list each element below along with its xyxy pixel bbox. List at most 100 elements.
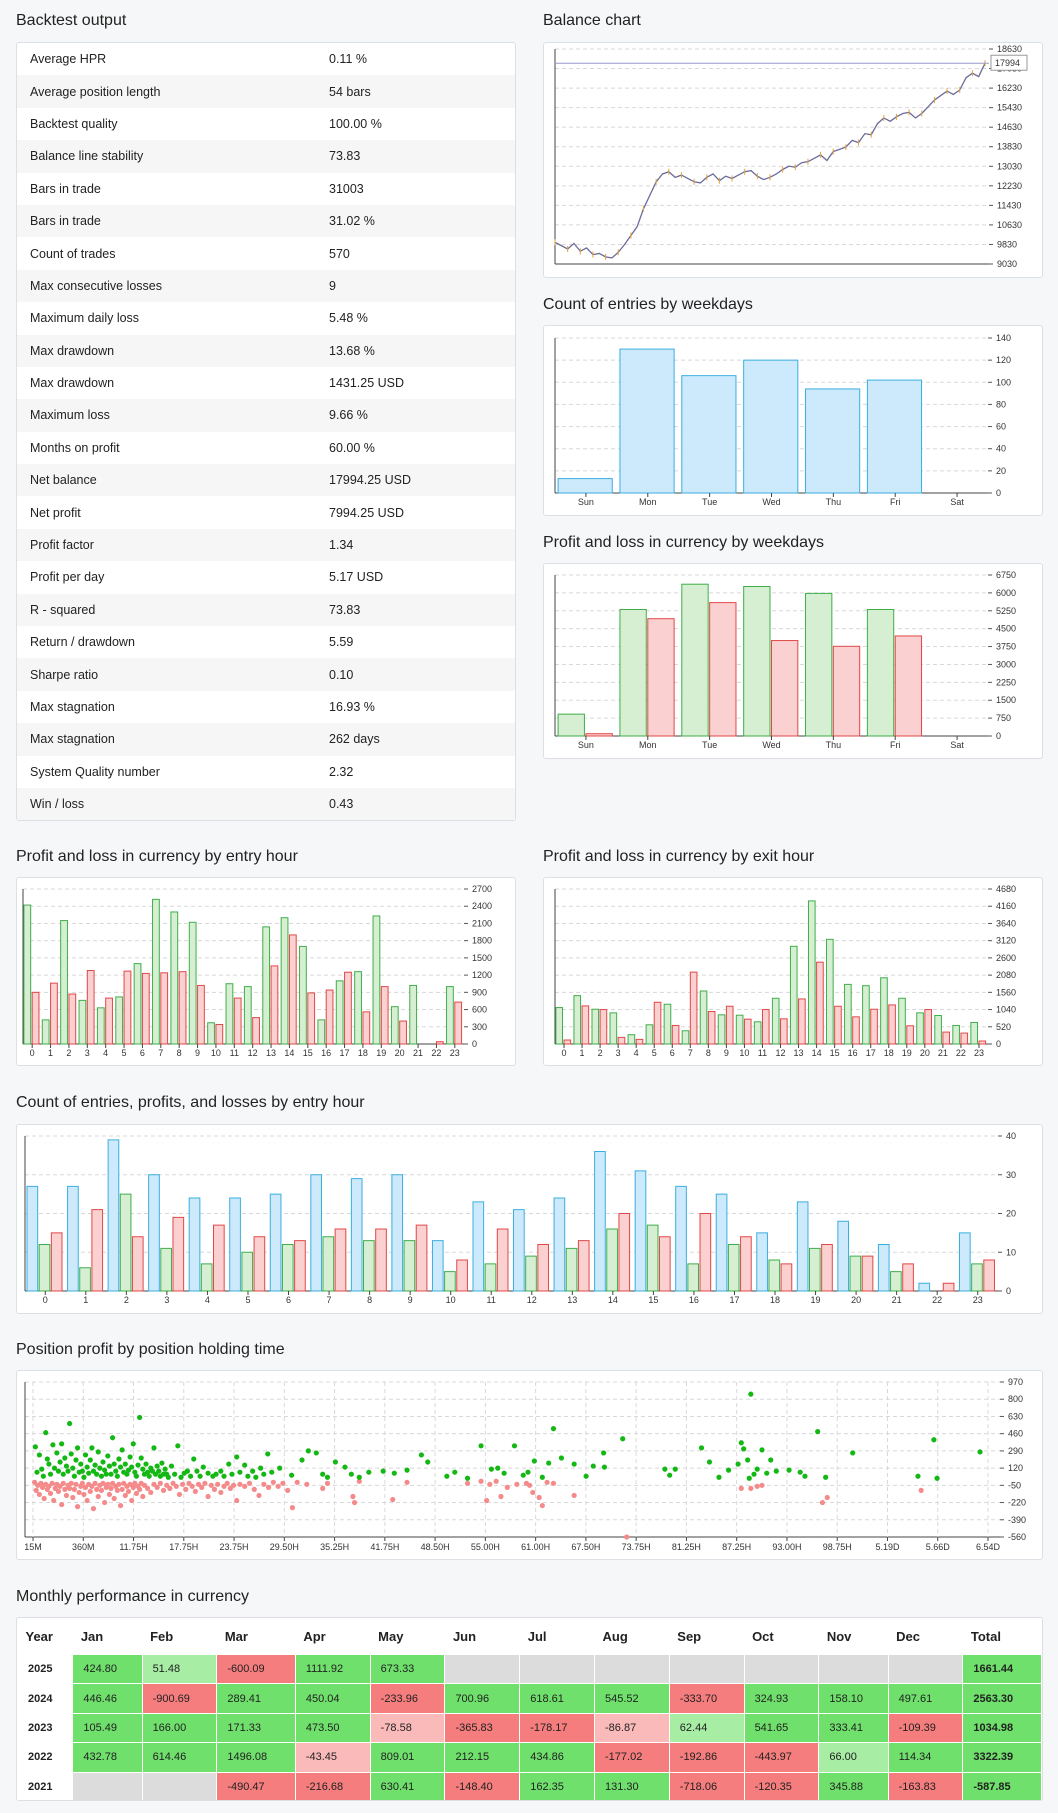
count_entry_hour-x-tick-label: 0 <box>43 1295 48 1305</box>
pl_entry_hour-bar <box>215 1023 224 1045</box>
pl_exit_hour-x-tick-label: 21 <box>938 1048 948 1058</box>
pl_exit_hour-bar <box>888 1004 896 1045</box>
monthly-row: 2025 424.80 51.48 -600.09 1111.92 673.33 1661.… <box>17 1653 1042 1685</box>
stat-label: Bars in trade <box>17 204 316 238</box>
pl_entry_hour-x-tick-label: 8 <box>177 1048 182 1058</box>
count_entry_hour-bar <box>472 1201 485 1292</box>
holding-loss-point <box>294 1479 300 1485</box>
holding-profit-point <box>425 1459 431 1465</box>
stat-row: Max stagnation 262 days <box>17 723 515 756</box>
balance-last-value-box <box>990 54 1028 71</box>
count_entry_hour-bar <box>50 1232 63 1292</box>
count-weekdays-panel: 140 120 100 80 60 40 20 0 Sun Mon Tue Wed Thu Fri Sat <box>543 325 1043 516</box>
stat-row: Months on profit 60.00 % <box>17 432 515 464</box>
holding-y-tick-label: 290 <box>1008 1446 1023 1456</box>
stat-label: Average HPR <box>30 52 107 67</box>
balance-y-tick-label: 9830 <box>997 239 1017 249</box>
stat-value: 31003 <box>329 181 364 196</box>
count_weekdays-y-tick-label: 120 <box>996 355 1011 365</box>
stat-value: 13.68 % <box>316 334 515 367</box>
holding-profit-point <box>116 1456 122 1462</box>
monthly-value-cell: 333.41 <box>818 1712 889 1744</box>
count_weekdays-x-tick-label: Sun <box>578 497 594 507</box>
pl_entry_hour-x-tick-label: 19 <box>376 1048 386 1058</box>
monthly-value-cell: -163.83 <box>887 1771 964 1800</box>
holding-profit-point <box>601 1464 608 1470</box>
stat-label: Max consecutive losses <box>17 269 316 303</box>
holding-profit-point <box>662 1466 668 1472</box>
stat-value: 570 <box>329 246 350 261</box>
stat-label: Profit per day <box>30 570 105 585</box>
holding-x-tick-label: 93.00H <box>772 1542 801 1552</box>
pl_exit_hour-bar <box>663 1003 672 1045</box>
holding-y-tick-label: -50 <box>1008 1480 1021 1490</box>
holding-loss-point <box>487 1481 493 1487</box>
stat-row: Return / drawdown 5.59 <box>17 626 515 658</box>
pl_exit_hour-bar <box>934 1015 942 1045</box>
holding-loss-point <box>498 1493 504 1500</box>
pl_exit_hour-bar <box>771 997 780 1045</box>
pl_entry_hour-x-tick-label: 22 <box>431 1048 441 1058</box>
count_entry_hour-bar <box>294 1240 306 1292</box>
pl_entry_hour-bar <box>344 971 352 1045</box>
holding-loss-point <box>49 1480 55 1486</box>
count_entry_hour-bar <box>606 1228 618 1292</box>
monthly-value-cell: 212.15 <box>444 1742 521 1773</box>
holding-profit-point <box>501 1470 507 1476</box>
holding-profit-point <box>305 1448 311 1454</box>
pl_exit_hour-x-tick-label: 4 <box>634 1048 639 1058</box>
pl_entry_hour-bar <box>354 971 362 1045</box>
pl_entry_hour-bar <box>446 986 454 1045</box>
balance-chart-title: Balance chart <box>543 12 641 29</box>
pl_exit_hour-x-tick-label: 20 <box>920 1048 930 1058</box>
count_entry_hour-bar <box>148 1174 160 1292</box>
holding-profit-point <box>332 1459 339 1465</box>
count_entry_hour-bar <box>172 1216 185 1292</box>
pl_exit_hour-bar <box>609 1012 618 1045</box>
holding-profit-point <box>768 1457 774 1463</box>
holding-profit-point <box>738 1440 744 1446</box>
monthly-header-cell: Aug <box>594 1618 670 1655</box>
holding-loss-point <box>224 1480 230 1486</box>
pl_entry_hour-x-tick-label: 6 <box>140 1048 145 1058</box>
holding-profit-point <box>348 1471 354 1477</box>
holding-loss-point <box>234 1497 240 1504</box>
holding-loss-point <box>74 1504 81 1510</box>
holding-profit-point <box>245 1473 251 1479</box>
monthly-total-cell: 3322.39 <box>962 1742 1042 1773</box>
count_entry_hour-bar <box>958 1232 971 1292</box>
count_entry_hour-bar <box>780 1263 793 1292</box>
pl_exit_hour-bar <box>780 1018 788 1045</box>
count_entry_hour-bar <box>253 1236 266 1292</box>
pl_exit_hour-bar <box>591 1008 600 1045</box>
pl_weekdays-x-tick-label: Sun <box>578 740 594 750</box>
pl_entry_hour-bar <box>160 972 169 1045</box>
holding-profit-point <box>146 1473 152 1479</box>
pl_weekdays-bar <box>585 733 613 737</box>
holding-profit-point <box>197 1473 203 1479</box>
balance-y-tick-label: 15430 <box>997 103 1022 113</box>
holding-profit-point <box>51 1465 58 1471</box>
holding-profit-point <box>229 1471 235 1477</box>
count_weekdays-y-tick-label: 40 <box>996 444 1006 454</box>
stat-row: Win / loss 0.43 <box>17 787 515 821</box>
monthly-value-cell: 473.50 <box>294 1712 371 1744</box>
stat-row: Max drawdown 13.68 % <box>17 334 515 367</box>
pl_exit_hour-bar <box>834 1005 842 1045</box>
pl_entry_hour-y-tick-label: 2100 <box>472 918 492 928</box>
holding-y-tick-label: -220 <box>1008 1498 1026 1508</box>
count_entry_hour-bar <box>658 1236 671 1292</box>
count_entry_hour-bar <box>553 1197 566 1292</box>
pl_exit_hour-bar <box>581 1005 590 1045</box>
pl_entry_hour-y-tick-label: 600 <box>472 1005 487 1015</box>
monthly-value-cell: 66.00 <box>818 1742 889 1773</box>
monthly-header-cell: Jan <box>72 1618 143 1655</box>
pl_exit_hour-x-tick-label: 2 <box>598 1048 603 1058</box>
monthly-value-cell: 131.30 <box>594 1771 670 1800</box>
count_entry_hour-bar <box>281 1244 294 1292</box>
holding-loss-point <box>62 1486 68 1492</box>
pl_entry_hour-bar <box>225 983 234 1045</box>
holding-loss-point <box>351 1499 358 1506</box>
pl_entry_hour-bar <box>252 1017 260 1045</box>
monthly-row: 2021 -490.47 -216.68 630.41 -148.40 162.35 131… <box>17 1771 1042 1800</box>
